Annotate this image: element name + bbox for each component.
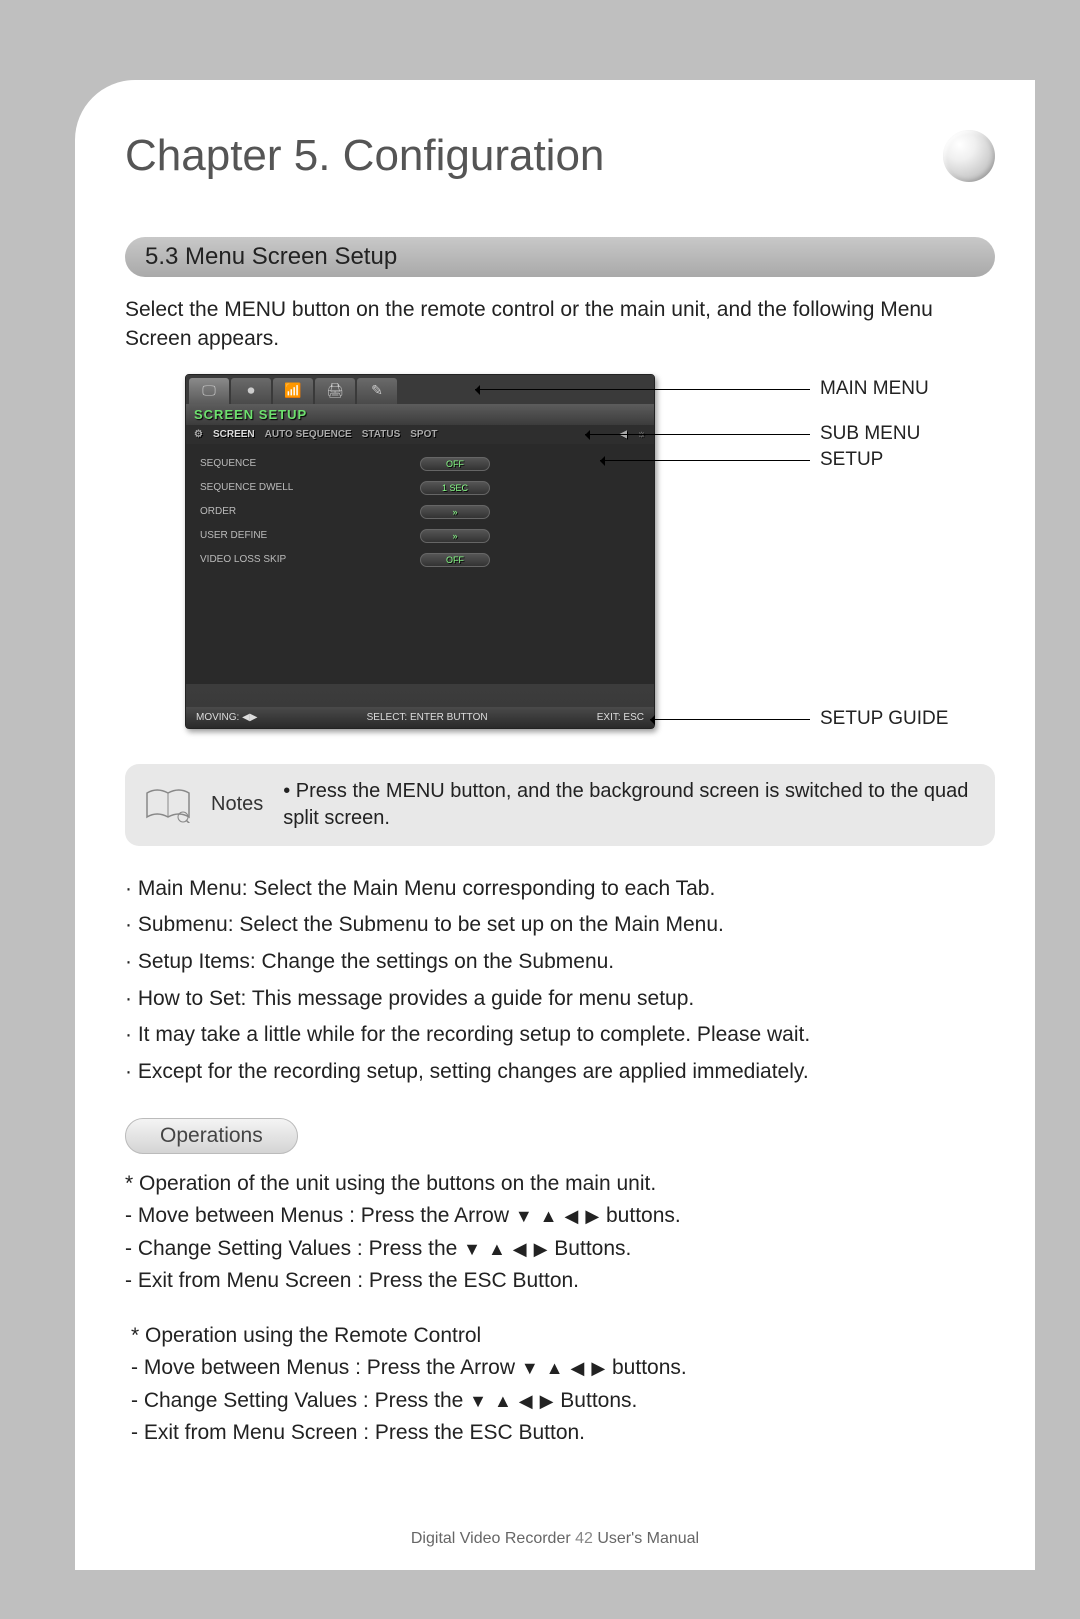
submenu-autoseq[interactable]: AUTO SEQUENCE [265,429,352,440]
dvr-window-title: SCREEN SETUP [186,404,654,425]
bullet-item: · How to Set: This message provides a gu… [125,982,995,1017]
manual-page: Chapter 5. Configuration 5.3 Menu Screen… [75,80,1035,1570]
setup-row[interactable]: VIDEO LOSS SKIPOFF [200,548,640,572]
footer-exit: EXIT: ESC [597,712,644,723]
arrow-icons: ▼ ▲ ◀ ▶ [515,1206,600,1226]
bullet-item: · Setup Items: Change the settings on th… [125,945,995,980]
operations-badge: Operations [125,1118,298,1154]
operations-group-1: * Operation of the unit using the button… [125,1168,995,1298]
ops-line: - Change Setting Values : Press the ▼ ▲ … [125,1233,995,1266]
notes-label: Notes [211,793,263,816]
ops-line: - Exit from Menu Screen : Press the ESC … [125,1265,995,1298]
bullet-item: · Submenu: Select the Submenu to be set … [125,908,995,943]
submenu-spot[interactable]: SPOT [410,429,437,440]
setup-row[interactable]: SEQUENCEOFF [200,452,640,476]
operations-group-2: * Operation using the Remote Control - M… [125,1320,995,1450]
decorative-orb [943,130,995,182]
notes-box: Notes • Press the MENU button, and the b… [125,764,995,846]
notes-book-icon [145,787,191,823]
dvr-body: SEQUENCEOFF SEQUENCE DWELL1 SEC ORDER» U… [186,444,654,684]
dvr-footer: MOVING: ◀▶ SELECT: ENTER BUTTON EXIT: ES… [186,707,654,728]
tab-tools-icon[interactable]: ✎ [357,378,397,404]
submenu-status[interactable]: STATUS [362,429,401,440]
footer-moving: MOVING: ◀▶ [196,712,258,723]
setup-row[interactable]: SEQUENCE DWELL1 SEC [200,476,640,500]
ops-line: - Move between Menus : Press the Arrow ▼… [125,1200,995,1233]
tab-record-icon[interactable]: ⏺ [231,378,271,404]
callout-line [600,460,810,461]
callout-setup: SETUP [820,449,883,471]
page-footer: Digital Video Recorder 42 User's Manual [75,1530,1035,1548]
callout-line [475,389,810,390]
chapter-title: Chapter 5. Configuration [125,131,923,181]
tab-network-icon[interactable]: 📶 [273,378,313,404]
notes-text: • Press the MENU button, and the backgro… [283,778,975,832]
chapter-header: Chapter 5. Configuration [125,130,995,182]
callout-line [585,434,810,435]
ops-line: - Move between Menus : Press the Arrow ▼… [131,1352,995,1385]
screenshot-area: 🖵 ⏺ 📶 🖨 ✎ SCREEN SETUP ⚙ SCREEN AUTO SEQ… [185,374,995,744]
dvr-window: 🖵 ⏺ 📶 🖨 ✎ SCREEN SETUP ⚙ SCREEN AUTO SEQ… [185,374,655,729]
tab-device-icon[interactable]: 🖨 [315,378,355,404]
ops-title: * Operation using the Remote Control [131,1320,995,1353]
ops-title: * Operation of the unit using the button… [125,1168,995,1201]
arrow-icons: ▼ ▲ ◀ ▶ [469,1391,554,1411]
callout-main-menu: MAIN MENU [820,378,929,400]
bullet-item: · It may take a little while for the rec… [125,1018,995,1053]
callout-line [650,719,810,720]
ops-line: - Change Setting Values : Press the ▼ ▲ … [131,1385,995,1418]
setup-row[interactable]: USER DEFINE» [200,524,640,548]
page-number: 42 [575,1530,593,1548]
ops-line: - Exit from Menu Screen : Press the ESC … [131,1417,995,1450]
section-title-bar: 5.3 Menu Screen Setup [125,237,995,277]
arrow-icons: ▼ ▲ ◀ ▶ [521,1358,606,1378]
bullet-item: · Except for the recording setup, settin… [125,1055,995,1090]
intro-text: Select the MENU button on the remote con… [125,295,995,354]
setup-row[interactable]: ORDER» [200,500,640,524]
bullet-list: · Main Menu: Select the Main Menu corres… [125,872,995,1090]
arrow-icons: ▼ ▲ ◀ ▶ [463,1239,548,1259]
submenu-screen[interactable]: SCREEN [213,429,255,440]
callout-setup-guide: SETUP GUIDE [820,708,948,730]
callout-sub-menu: SUB MENU [820,423,920,445]
bullet-item: · Main Menu: Select the Main Menu corres… [125,872,995,907]
tab-screen-icon[interactable]: 🖵 [189,378,229,404]
footer-select: SELECT: ENTER BUTTON [367,712,488,723]
